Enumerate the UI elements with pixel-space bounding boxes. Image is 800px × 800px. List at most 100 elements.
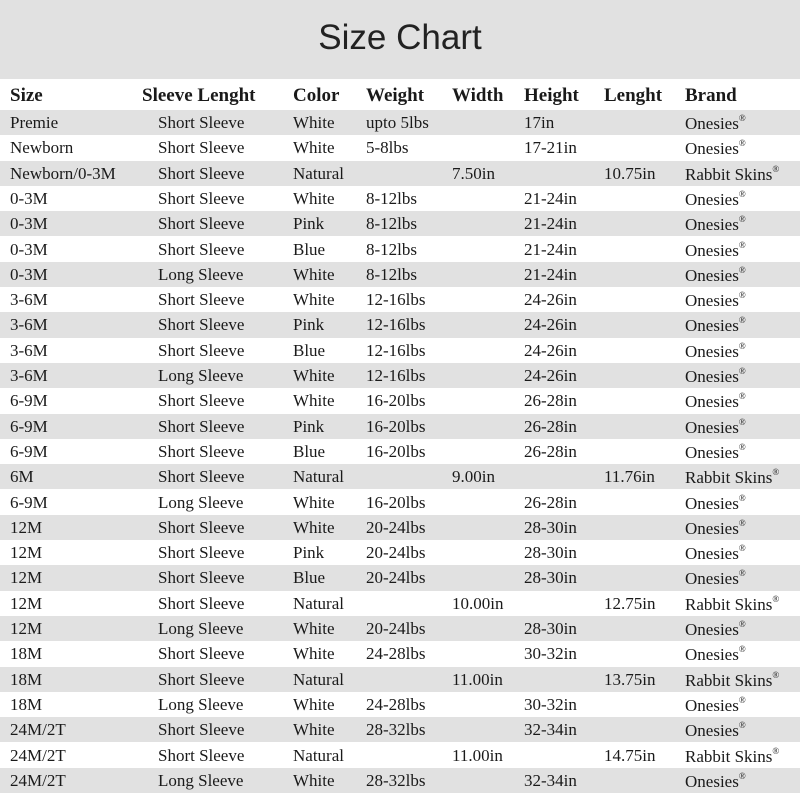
table-cell: 18M [10, 669, 43, 689]
table-cell: Long Sleeve [158, 264, 244, 284]
table-cell: 6-9M [10, 492, 48, 512]
page-title: Size Chart [318, 18, 482, 57]
table-cell: Newborn [10, 138, 74, 158]
table-cell: 16-20lbs [366, 441, 426, 461]
registered-mark: ® [738, 315, 746, 326]
table-row: 18M Long Sleeve White 24-28lbs 30-32in Onesie… [0, 692, 800, 717]
table-cell: Onesies® [685, 416, 746, 437]
registered-mark: ® [738, 644, 746, 655]
table-cell: 24-26in [524, 340, 577, 360]
table-cell: 7.50in [452, 163, 495, 183]
table-cell: 5-8lbs [366, 138, 409, 158]
table-cell: 20-24lbs [366, 517, 426, 537]
table-row: 0-3M Long Sleeve White 8-12lbs 21-24in Onesie… [0, 261, 800, 288]
table-cell: Onesies® [685, 214, 746, 235]
table-row: 0-3M Short Sleeve Blue 8-12lbs 21-24in Onesie… [0, 237, 800, 262]
registered-mark: ® [738, 568, 746, 579]
table-cell: Short Sleeve [158, 239, 245, 259]
table-cell: White [293, 290, 335, 310]
table-cell: 30-32in [524, 694, 577, 714]
table-cell: 32-34in [524, 720, 577, 740]
table-cell: 6-9M [10, 441, 48, 461]
registered-mark: ® [738, 416, 746, 427]
table-cell: Onesies® [685, 517, 746, 538]
table-cell: 12.75in [604, 593, 656, 613]
table-cell: 20-24lbs [366, 568, 426, 588]
table-cell: 21-24in [524, 188, 577, 208]
table-cell: 0-3M [10, 239, 48, 259]
table-cell: Onesies® [685, 619, 746, 639]
registered-mark: ® [738, 138, 746, 149]
table-row: 0-3M Short Sleeve White 8-12lbs 21-24in Onesi… [0, 186, 800, 211]
table-cell: White [293, 391, 335, 411]
table-row: 3-6M Short Sleeve Blue 12-16lbs 24-26in Onesi… [0, 338, 800, 363]
table-cell: 24-26in [524, 315, 577, 335]
registered-mark: ® [738, 619, 746, 629]
table-cell: Long Sleeve [158, 619, 244, 638]
table-cell: Long Sleeve [158, 770, 244, 790]
table-cell: Onesies® [685, 441, 746, 462]
table-cell: White [293, 113, 335, 132]
table-cell: Onesies® [685, 492, 746, 513]
table-cell: Rabbit Skins® [685, 467, 780, 488]
table-cell: 21-24in [524, 239, 577, 259]
table-cell: Pink [293, 214, 325, 234]
table-cell: 11.00in [452, 745, 503, 765]
table-cell: 20-24lbs [366, 543, 426, 563]
table-cell: Short Sleeve [158, 669, 245, 689]
table-cell: Natural [293, 669, 344, 689]
table-cell: 30-32in [524, 644, 577, 664]
table-row: 3-6M Long Sleeve White 12-16lbs 24-26in Onesi… [0, 363, 800, 389]
table-cell: Onesies® [685, 644, 746, 665]
table-cell: 3-6M [10, 366, 48, 385]
registered-mark: ® [772, 467, 780, 478]
table-cell: 11.00in [452, 669, 503, 689]
table-row: 6M Short Sleeve Natural 9.00in 11.76in Rabbit… [0, 464, 800, 490]
table-cell: Natural [293, 163, 344, 183]
table-header: Size Sleeve Lenght Color Weight Width Height L… [0, 82, 800, 110]
table-cell: 24-28lbs [366, 694, 426, 714]
table-cell: 6-9M [10, 391, 48, 411]
table-cell: Rabbit Skins® [685, 669, 780, 690]
table-cell: 12M [10, 568, 43, 588]
table-cell: White [293, 720, 335, 740]
table-cell: 28-32lbs [366, 770, 426, 790]
table-cell: Natural [293, 745, 344, 765]
table-cell: 16-20lbs [366, 391, 426, 411]
column-header: Brand [685, 85, 737, 106]
table-cell: 12-16lbs [366, 315, 426, 335]
table-cell: White [293, 264, 335, 284]
table-cell: Short Sleeve [158, 416, 245, 436]
table-cell: Short Sleeve [158, 315, 245, 335]
registered-mark: ® [738, 492, 746, 503]
table-cell: Onesies® [685, 264, 746, 285]
table-row: 12M Short Sleeve Natural 10.00in 12.75in Rabb… [0, 591, 800, 616]
table-cell: Short Sleeve [158, 391, 245, 411]
table-cell: 9.00in [452, 467, 495, 487]
table-cell: White [293, 619, 335, 638]
registered-mark: ® [738, 239, 746, 250]
table-cell: 12M [10, 517, 43, 537]
table-cell: Short Sleeve [158, 340, 245, 360]
column-header: Weight [366, 85, 425, 106]
table-cell: Long Sleeve [158, 366, 244, 385]
table-cell: White [293, 492, 335, 512]
table-cell: Pink [293, 315, 325, 335]
table-cell: 28-30in [524, 543, 577, 563]
table-cell: 28-30in [524, 568, 577, 588]
table-cell: 11.76in [604, 467, 655, 487]
table-cell: 0-3M [10, 214, 48, 234]
table-cell: Short Sleeve [158, 543, 245, 563]
table-cell: upto 5lbs [366, 113, 429, 132]
table-row: 18M Short Sleeve Natural 11.00in 13.75in Rabb… [0, 666, 800, 692]
table-cell: Long Sleeve [158, 694, 244, 714]
table-cell: 24M/2T [10, 745, 66, 765]
table-cell: 28-32lbs [366, 720, 426, 740]
table-cell: 17in [524, 113, 555, 132]
table-cell: 26-28in [524, 441, 577, 461]
table-cell: Short Sleeve [158, 290, 245, 310]
table-cell: Onesies® [685, 239, 746, 260]
table-cell: 13.75in [604, 669, 656, 689]
registered-mark: ® [738, 720, 746, 731]
table-cell: 17-21in [524, 138, 577, 158]
